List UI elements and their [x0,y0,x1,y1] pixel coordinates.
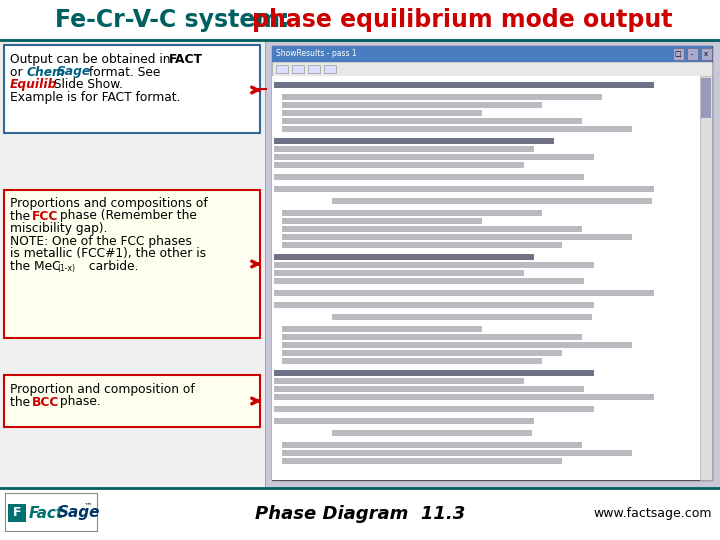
FancyBboxPatch shape [282,242,562,248]
Text: miscibility gap).: miscibility gap). [10,222,107,235]
FancyBboxPatch shape [265,41,720,488]
Text: format. See: format. See [85,65,161,78]
Text: ShowResults - pass 1: ShowResults - pass 1 [276,50,356,58]
FancyBboxPatch shape [274,406,594,412]
FancyBboxPatch shape [274,370,594,376]
Text: Sage: Sage [57,65,91,78]
FancyBboxPatch shape [4,190,260,338]
FancyBboxPatch shape [332,198,652,204]
FancyBboxPatch shape [282,226,582,232]
Text: Slide Show.: Slide Show. [50,78,123,91]
FancyBboxPatch shape [282,342,632,348]
Text: Fact: Fact [29,505,64,521]
Text: Equilib: Equilib [10,78,58,91]
FancyBboxPatch shape [274,394,654,400]
FancyBboxPatch shape [673,48,684,60]
FancyBboxPatch shape [8,504,26,522]
FancyBboxPatch shape [282,94,602,100]
FancyBboxPatch shape [324,65,336,73]
FancyBboxPatch shape [282,126,632,132]
FancyBboxPatch shape [282,326,482,332]
FancyBboxPatch shape [0,0,720,40]
FancyBboxPatch shape [282,334,582,340]
Text: Phase Diagram  11.3: Phase Diagram 11.3 [255,505,465,523]
FancyBboxPatch shape [274,378,524,384]
Text: phase equilibrium mode output: phase equilibrium mode output [252,8,672,32]
FancyBboxPatch shape [292,65,304,73]
Text: carbide.: carbide. [85,260,138,273]
FancyBboxPatch shape [282,458,562,464]
FancyBboxPatch shape [701,78,711,118]
FancyBboxPatch shape [274,418,534,424]
FancyBboxPatch shape [274,386,584,392]
FancyBboxPatch shape [700,76,712,480]
Text: the: the [10,210,34,222]
Text: □: □ [675,51,681,57]
Text: F: F [13,507,22,519]
FancyBboxPatch shape [282,450,632,456]
Text: Proportion and composition of: Proportion and composition of [10,383,194,396]
Text: is metallic (FCC#1), the other is: is metallic (FCC#1), the other is [10,247,206,260]
Text: Chem: Chem [27,65,66,78]
FancyBboxPatch shape [274,278,584,284]
FancyBboxPatch shape [272,46,712,62]
Text: Sage: Sage [58,505,101,521]
FancyBboxPatch shape [4,45,260,133]
Text: Output can be obtained in: Output can be obtained in [10,53,174,66]
FancyBboxPatch shape [282,102,542,108]
FancyBboxPatch shape [282,218,482,224]
FancyBboxPatch shape [274,138,554,144]
FancyBboxPatch shape [272,76,712,480]
Text: FACT: FACT [169,53,203,66]
FancyBboxPatch shape [0,488,720,540]
FancyBboxPatch shape [282,442,582,448]
FancyBboxPatch shape [274,146,534,152]
FancyBboxPatch shape [282,118,582,124]
FancyBboxPatch shape [274,290,654,296]
FancyBboxPatch shape [332,430,532,436]
Text: phase (Remember the: phase (Remember the [56,210,197,222]
FancyBboxPatch shape [272,62,712,76]
FancyBboxPatch shape [274,174,584,180]
FancyBboxPatch shape [0,41,265,488]
Text: ™: ™ [84,502,92,510]
Text: BCC: BCC [32,395,59,408]
Text: or: or [10,65,27,78]
FancyBboxPatch shape [282,110,482,116]
Text: FCC: FCC [32,210,58,222]
FancyBboxPatch shape [274,154,594,160]
Text: x: x [704,51,708,57]
Text: the: the [10,395,34,408]
FancyBboxPatch shape [282,358,542,364]
FancyBboxPatch shape [308,65,320,73]
FancyBboxPatch shape [274,82,654,88]
FancyBboxPatch shape [701,48,712,60]
Text: the MeC: the MeC [10,260,60,273]
FancyBboxPatch shape [276,65,288,73]
FancyBboxPatch shape [687,48,698,60]
FancyBboxPatch shape [282,234,632,240]
FancyBboxPatch shape [274,254,534,260]
Text: NOTE: One of the FCC phases: NOTE: One of the FCC phases [10,234,192,247]
Text: www.factsage.com: www.factsage.com [593,508,712,521]
FancyBboxPatch shape [272,46,712,480]
FancyBboxPatch shape [5,493,97,531]
FancyBboxPatch shape [282,350,562,356]
FancyBboxPatch shape [274,262,594,268]
FancyBboxPatch shape [274,162,524,168]
Text: Example is for FACT format.: Example is for FACT format. [10,91,181,104]
Text: (1-x): (1-x) [57,265,75,273]
FancyBboxPatch shape [274,302,594,308]
Text: Proportions and compositions of: Proportions and compositions of [10,197,208,210]
FancyBboxPatch shape [274,270,524,276]
Text: -: - [690,51,693,57]
Text: Fe-Cr-V-C system:: Fe-Cr-V-C system: [55,8,298,32]
FancyBboxPatch shape [332,314,592,320]
FancyBboxPatch shape [4,375,260,427]
FancyBboxPatch shape [282,210,542,216]
FancyBboxPatch shape [274,186,654,192]
Text: phase.: phase. [56,395,101,408]
